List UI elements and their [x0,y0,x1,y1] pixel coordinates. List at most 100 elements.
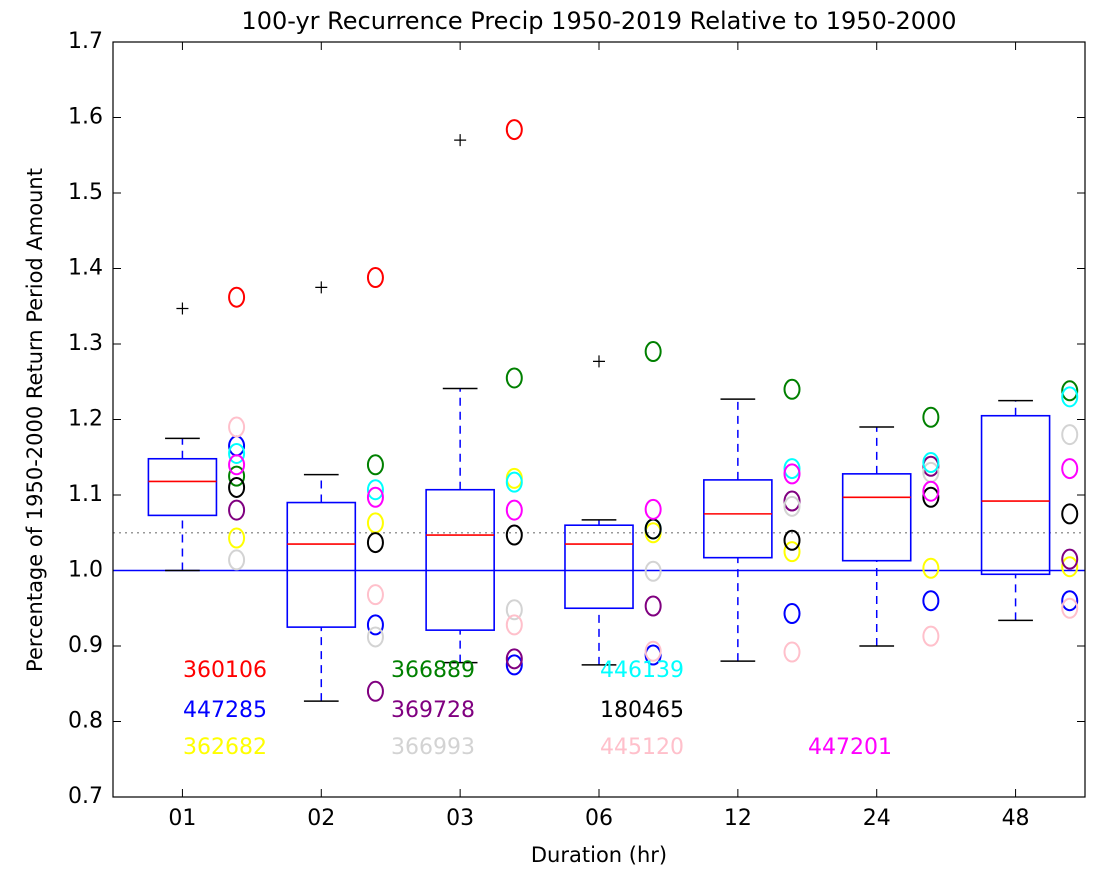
station-marker [1061,590,1079,612]
station-marker [505,599,523,621]
station-marker [228,442,246,464]
station-marker [228,416,246,438]
station-marker [366,626,384,648]
y-tick-label: 1.0 [68,558,103,583]
legend-label: 447285 [183,698,267,723]
legend-label: 360106 [183,658,267,683]
station-marker [1061,386,1079,408]
legend-label: 446139 [600,658,684,683]
station-marker [1061,597,1079,619]
x-tick-label: 12 [724,806,752,831]
station-marker [1061,503,1079,525]
flier [315,281,328,294]
legend-label: 369728 [391,698,475,723]
station-marker [922,557,940,579]
legend-label: 362682 [183,735,267,760]
station-marker [1061,556,1079,578]
y-tick-label: 1.5 [68,180,103,205]
box [564,524,634,610]
plot-frame [112,41,1086,798]
box [703,479,773,559]
x-tick-label: 02 [307,806,335,831]
station-marker [228,549,246,571]
x-axis-label: Duration (hr) [531,843,667,867]
y-tick-label: 1.1 [68,482,103,507]
station-marker [366,614,384,636]
station-marker [922,625,940,647]
station-marker [783,490,801,512]
station-marker [366,454,384,476]
station-marker [505,654,523,676]
station-marker [366,479,384,501]
station-marker [644,640,662,662]
station-marker [505,367,523,389]
station-marker [228,454,246,476]
station-marker [228,476,246,498]
station-marker [505,614,523,636]
y-tick-label: 1.4 [68,256,103,281]
y-tick-label: 1.2 [68,407,103,432]
station-marker [505,648,523,670]
x-tick-label: 01 [168,806,196,831]
x-tick-label: 06 [585,806,613,831]
station-marker [922,452,940,474]
station-marker [783,603,801,625]
station-marker [922,590,940,612]
x-tick-label: 24 [863,806,891,831]
flier [176,302,189,315]
legend-label: 447201 [808,735,892,760]
station-marker [505,471,523,493]
station-marker [1061,458,1079,480]
y-tick-label: 0.9 [68,633,103,658]
legend-label: 366889 [391,658,475,683]
y-tick-label: 0.7 [68,784,103,809]
station-marker [366,267,384,289]
station-marker [366,486,384,508]
station-marker [228,465,246,487]
station-marker [783,529,801,551]
y-tick-label: 1.3 [68,331,103,356]
station-marker [922,406,940,428]
station-marker [644,595,662,617]
station-marker [922,480,940,502]
station-marker [1061,380,1079,402]
station-marker [228,286,246,308]
station-marker [644,498,662,520]
station-marker [922,486,940,508]
chart-title: 100-yr Recurrence Precip 1950-2019 Relat… [241,7,956,35]
box [980,414,1051,576]
station-marker [783,378,801,400]
station-marker [366,512,384,534]
y-tick-label: 0.8 [68,709,103,734]
flier [593,355,605,368]
x-tick-label: 03 [446,806,474,831]
station-marker [505,524,523,546]
box [147,457,218,517]
station-marker [783,641,801,663]
station-marker [783,458,801,480]
box [841,473,912,562]
station-marker [783,463,801,485]
station-marker [366,680,384,702]
y-tick-label: 1.7 [68,29,103,54]
x-tick-label: 48 [1002,806,1030,831]
box [425,488,495,631]
station-marker [366,584,384,606]
station-marker [644,560,662,582]
y-axis-label: Percentage of 1950-2000 Return Period Am… [23,168,47,672]
legend-label: 445120 [600,735,684,760]
box [286,501,357,628]
flier [454,134,467,147]
station-marker [228,499,246,521]
station-marker [1061,424,1079,446]
station-marker [505,119,523,141]
station-marker [505,499,523,521]
legend-label: 180465 [600,698,684,723]
station-marker [783,495,801,517]
legend-label: 366993 [391,735,475,760]
station-marker [783,541,801,563]
station-marker [644,341,662,363]
y-tick-label: 1.6 [68,105,103,130]
station-marker [228,527,246,549]
